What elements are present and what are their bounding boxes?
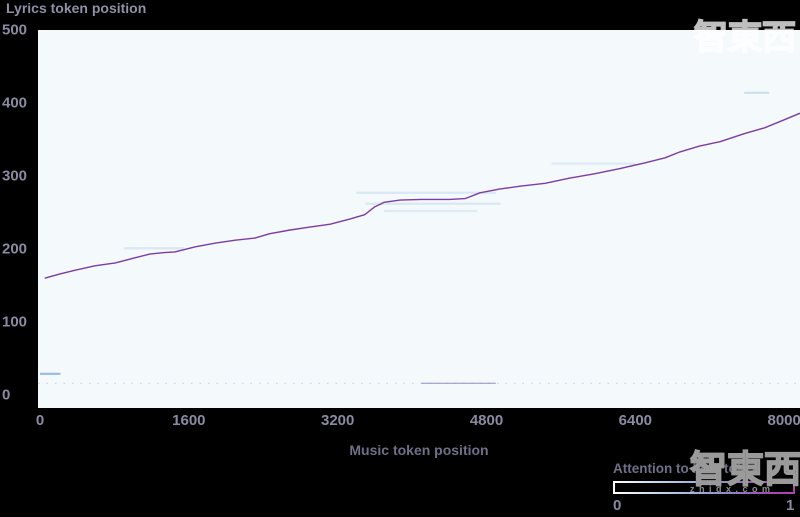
colorbar-title: Attention to lyric token — [613, 461, 761, 476]
y-tick-label: 0 — [2, 386, 11, 404]
attention-ridge-line — [44, 112, 800, 279]
y-tick-label: 300 — [2, 167, 28, 185]
x-tick-label: 6400 — [618, 412, 653, 429]
y-tick-label: 100 — [2, 313, 28, 331]
y-tick-label: 500 — [2, 21, 28, 39]
y-tick-label: 400 — [2, 94, 28, 112]
attention-line-svg — [38, 91, 800, 384]
x-tick-label: 4800 — [469, 412, 504, 429]
x-tick-label: 1600 — [172, 412, 206, 429]
colorbar-min-label: 0 — [613, 497, 622, 514]
colorbar-max-label: 1 — [786, 497, 795, 514]
faint-attention-mark — [744, 91, 770, 94]
faint-attention-mark — [123, 247, 185, 250]
faint-attention-mark — [384, 209, 478, 213]
faint-attention-mark — [356, 191, 496, 194]
x-tick-label: 3200 — [320, 412, 355, 429]
faint-attention-mark — [551, 162, 636, 165]
colorbar-inner-fill — [615, 483, 793, 492]
y-axis-title: Lyrics token position — [6, 0, 147, 16]
x-tick-label: 8000 — [767, 412, 800, 429]
faint-attention-mark — [365, 202, 501, 205]
colorbar-gradient — [613, 481, 795, 494]
x-axis-title: Music token position — [349, 442, 489, 458]
x-tick-label: 0 — [35, 412, 45, 429]
plot-area — [38, 30, 800, 408]
y-tick-label: 200 — [2, 240, 28, 258]
faint-attention-mark — [40, 372, 61, 375]
